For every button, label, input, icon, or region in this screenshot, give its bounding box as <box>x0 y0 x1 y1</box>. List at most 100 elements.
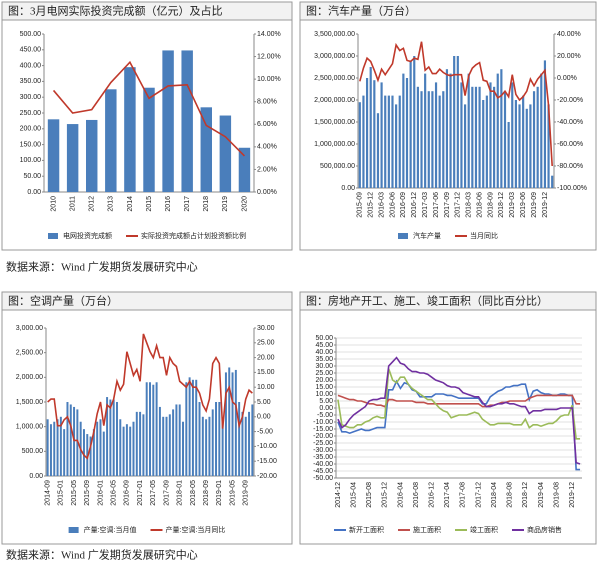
x-tick-label: 2018-04 <box>491 482 498 508</box>
bar <box>416 86 419 188</box>
x-tick-label: 2016-01 <box>97 480 104 506</box>
x-tick-label: 2016-09 <box>400 192 407 218</box>
x-tick-label: 2015-01 <box>58 480 65 506</box>
x-tick-label: 2016-09 <box>124 480 131 506</box>
bar <box>471 86 474 188</box>
x-tick-label: 2016-04 <box>397 482 404 508</box>
bar <box>551 175 554 188</box>
y-tick-label: 1,000,000.00 <box>314 141 355 148</box>
y-tick-label: 0.00 <box>27 189 41 196</box>
x-tick-label: 2018-05 <box>190 480 197 506</box>
bar <box>398 95 401 188</box>
bar <box>384 95 387 188</box>
legend-swatch <box>398 233 408 239</box>
x-tick-label: 2018-08 <box>507 482 514 508</box>
panel-header <box>299 291 597 311</box>
line-series <box>337 379 581 471</box>
x-tick-label: 2017-05 <box>150 480 157 506</box>
bar <box>413 56 416 188</box>
y-tick-label: 5.00 <box>319 398 333 405</box>
y-tick-label: 500.00 <box>22 448 44 455</box>
bar <box>125 424 128 476</box>
bar <box>139 411 142 476</box>
bar <box>456 56 459 188</box>
bar <box>391 95 394 188</box>
x-tick-label: 2019-03 <box>509 192 516 218</box>
bar <box>518 104 521 188</box>
y-tick-label: 40.00 <box>315 349 333 356</box>
y-tick-label: 1,500.00 <box>16 399 43 406</box>
y2-tick-label: -80.00% <box>557 163 583 170</box>
y2-tick-label: -40.00% <box>557 119 583 126</box>
legend-swatch <box>48 233 58 239</box>
bar <box>162 50 174 192</box>
y-tick-label: 25.00 <box>315 370 333 377</box>
y2-tick-label: 14.00% <box>257 31 281 38</box>
y-tick-label: 3,000,000.00 <box>314 53 355 60</box>
y-tick-label: 10.00 <box>315 391 333 398</box>
bar <box>109 399 112 476</box>
bar <box>376 113 380 188</box>
bar <box>201 416 204 476</box>
bar <box>69 404 72 476</box>
bar <box>92 429 95 476</box>
legend-label: 产量:空调:当月同比 <box>166 525 226 534</box>
bar <box>188 377 191 476</box>
y-tick-label: 1,000.00 <box>16 424 43 431</box>
y-tick-label: 150.00 <box>20 141 42 148</box>
y-tick-label: 20.00 <box>315 377 333 384</box>
bar <box>380 82 383 188</box>
y-tick-label: -25.00 <box>313 440 333 447</box>
legend: 电网投资完成额 实际投资完成额占计划投资额比例 <box>48 231 246 240</box>
bar <box>165 416 168 476</box>
y2-tick-label: 12.00% <box>257 53 281 60</box>
x-tick-label: 2016-06 <box>389 192 396 218</box>
bar <box>536 86 539 188</box>
y2-tick-label: 40.00% <box>557 31 581 38</box>
bar <box>358 102 361 188</box>
y-tick-label: 300.00 <box>20 94 42 101</box>
legend-label: 竣工面积 <box>470 525 498 534</box>
bar <box>402 73 405 188</box>
x-tick-label: 2016-12 <box>411 192 418 218</box>
bar <box>218 402 221 476</box>
y2-tick-label: -100.00% <box>557 185 587 192</box>
y-tick-label: 50.00 <box>23 173 41 180</box>
y-tick-label: 3,500,000.00 <box>314 31 355 38</box>
y-tick-label: 0.00 <box>319 405 333 412</box>
y-tick-label: 200.00 <box>20 126 42 133</box>
bar <box>106 397 109 476</box>
bar <box>449 73 452 188</box>
bar <box>132 421 135 476</box>
bar <box>168 414 171 476</box>
bar <box>66 124 79 192</box>
bar <box>234 369 237 476</box>
bar <box>191 379 194 476</box>
legend-label: 新开工面积 <box>349 525 384 534</box>
bar <box>525 108 528 188</box>
y2-tick-label: 0.00 <box>257 414 271 421</box>
bar <box>86 434 89 476</box>
x-tick-label: 2014 <box>127 196 134 212</box>
bar <box>63 429 66 476</box>
chart-title: 图：汽车产量（万台） <box>306 4 416 18</box>
y2-tick-label: -20.00% <box>557 97 583 104</box>
y-tick-label: -5.00 <box>317 412 333 419</box>
bar <box>124 67 136 192</box>
x-tick-label: 2015-05 <box>71 480 78 506</box>
bar <box>66 402 69 476</box>
y-tick-label: -15.00 <box>313 426 333 433</box>
y2-tick-label: 4.00% <box>257 144 277 151</box>
x-tick-label: 2017-08 <box>460 482 467 508</box>
y-tick-label: 100.00 <box>20 157 42 164</box>
bar <box>142 414 145 476</box>
bar <box>431 91 434 188</box>
x-tick-label: 2017-01 <box>137 480 144 506</box>
x-tick-label: 2019-04 <box>538 482 545 508</box>
legend-label: 施工面积 <box>413 525 441 534</box>
x-tick-label: 2017-03 <box>422 192 429 218</box>
bar <box>463 104 467 188</box>
bar <box>172 409 175 476</box>
bar <box>105 89 117 192</box>
bar <box>49 424 52 476</box>
